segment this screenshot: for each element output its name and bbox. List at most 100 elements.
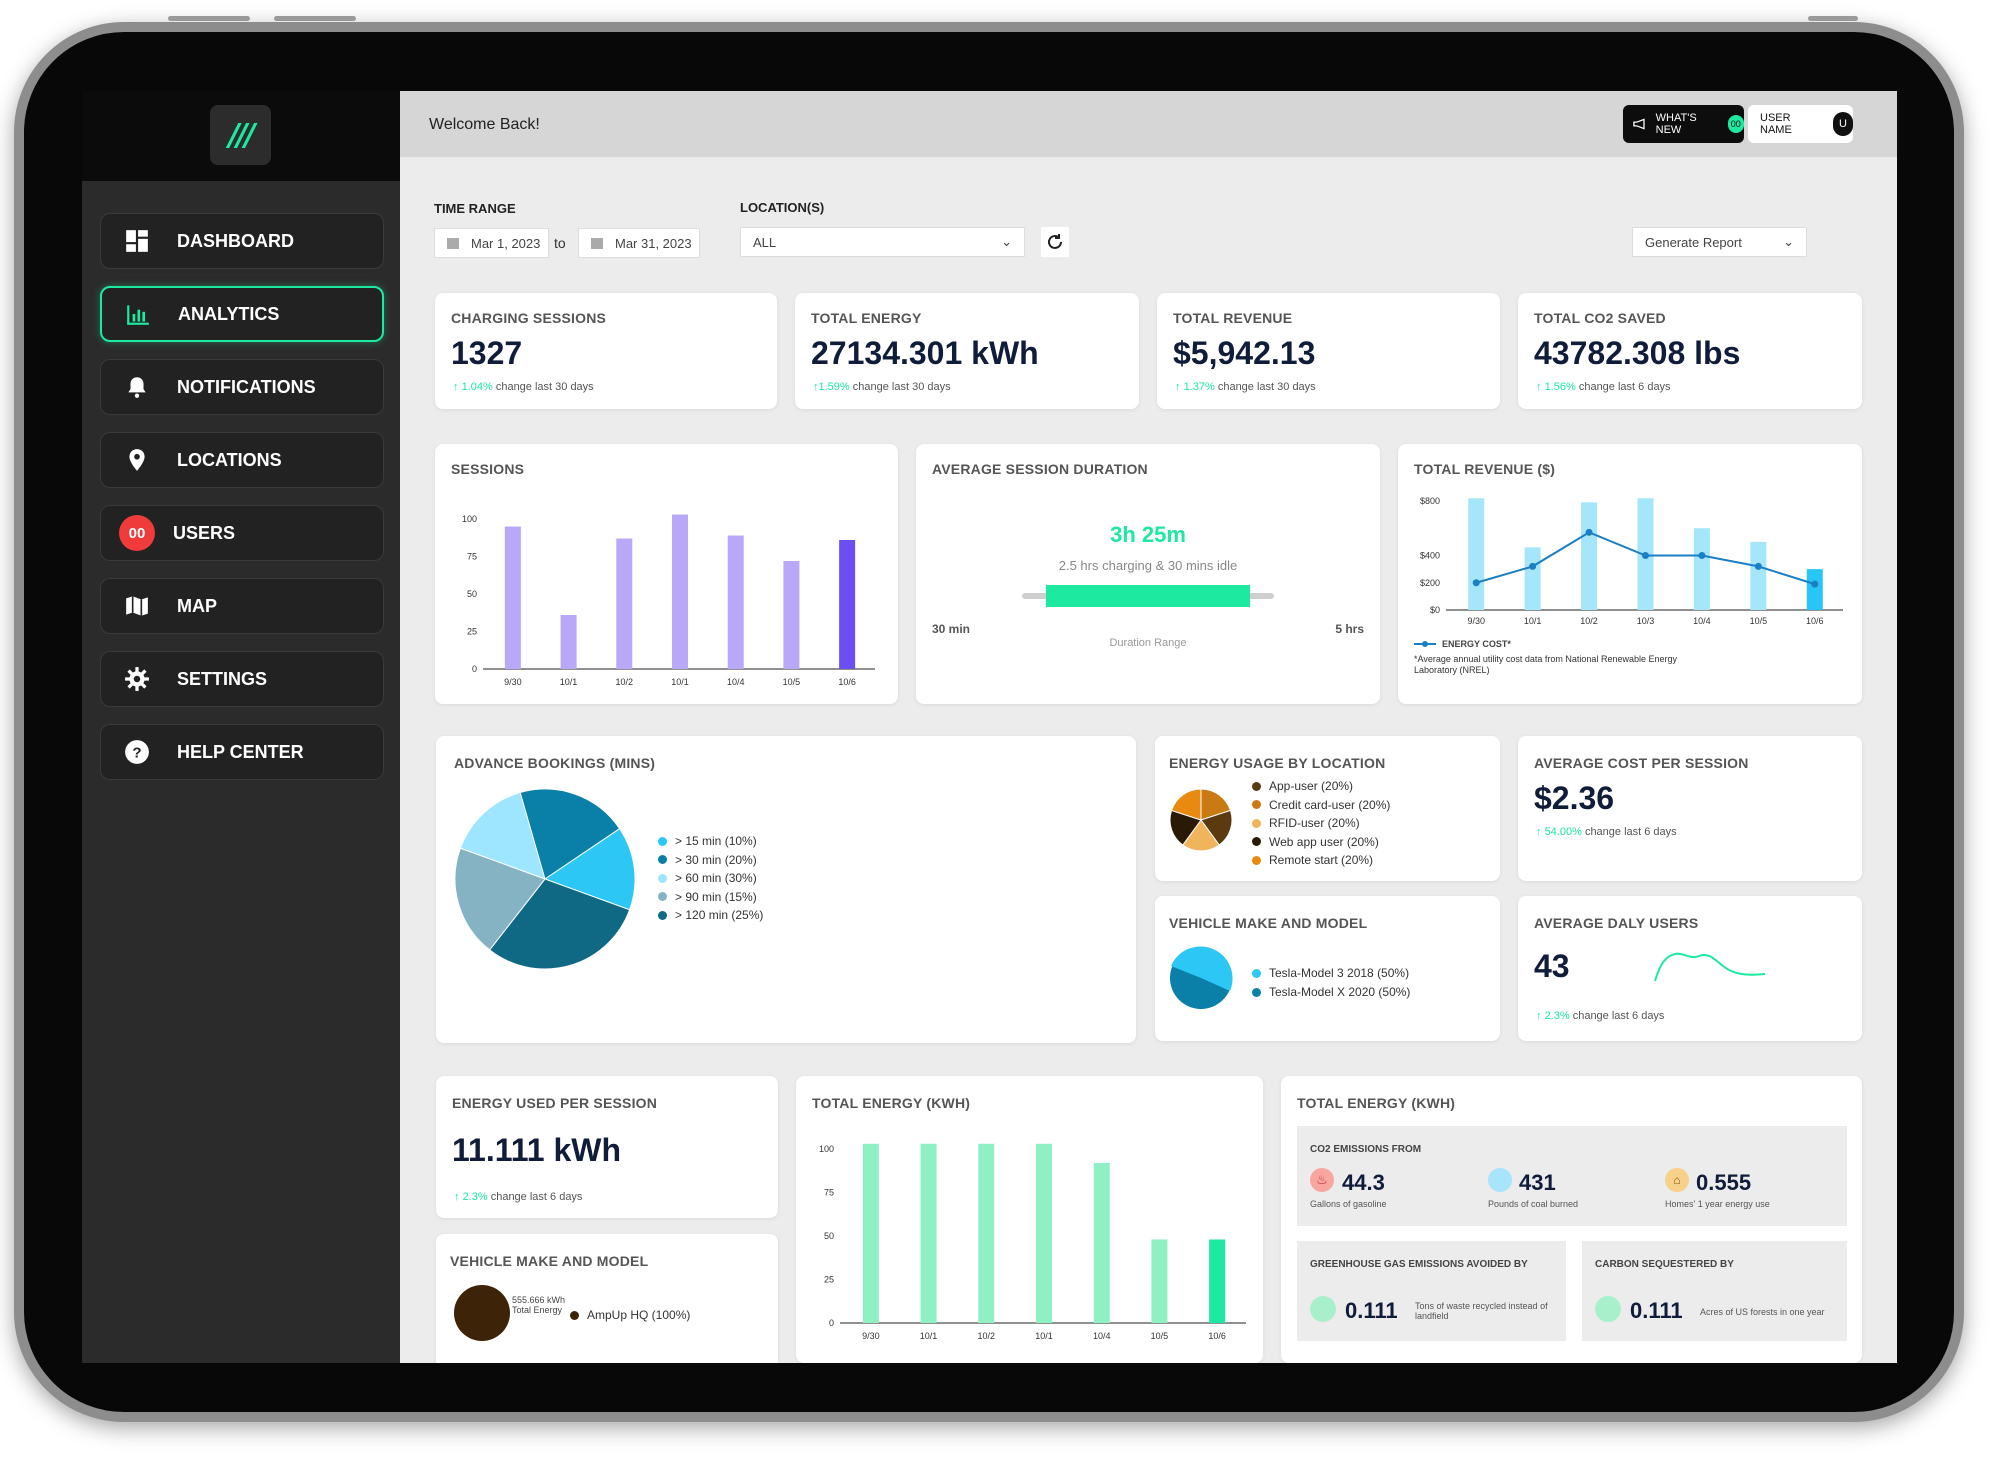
- revenue-bar[interactable]: [1806, 569, 1823, 610]
- card-title: VEHICLE MAKE AND MODEL: [1169, 915, 1368, 931]
- co2-card: TOTAL ENERGY (KWH) CO2 EMISSIONS FROM ♨ …: [1281, 1076, 1862, 1363]
- legend-swatch: [1252, 818, 1261, 828]
- x-tick-label: 9/30: [504, 677, 522, 687]
- kpi-value: $5,942.13: [1173, 335, 1316, 371]
- legend-label: Remote start (20%): [1269, 853, 1374, 867]
- energy-cost-point[interactable]: [1698, 552, 1706, 559]
- user-menu-button[interactable]: USER NAME U: [1748, 105, 1853, 143]
- revenue-chart: $800 $400 $200 $0 9/30 10/1 10/2 10/3 10/4 10/5 10…: [1420, 496, 1843, 624]
- y-tick-label: 25: [824, 1275, 834, 1285]
- generate-report-label: Generate Report: [1645, 234, 1742, 250]
- y-tick-label: 50: [467, 589, 477, 599]
- legend-swatch: [1252, 781, 1261, 791]
- bar[interactable]: [672, 514, 688, 670]
- pie-slice[interactable]: [488, 878, 631, 970]
- y-tick-label: 75: [467, 552, 477, 562]
- legend-item: App-user (20%): [1252, 779, 1353, 793]
- x-tick-label: 10/3: [1637, 616, 1655, 624]
- kpi-title: TOTAL REVENUE: [1173, 310, 1293, 326]
- refresh-button[interactable]: [1041, 227, 1069, 257]
- kpi-title: TOTAL CO2 SAVED: [1534, 310, 1666, 326]
- sidebar-item-label: HELP CENTER: [177, 741, 304, 762]
- sidebar-item-dashboard[interactable]: DASHBOARD: [100, 213, 384, 269]
- bar[interactable]: [616, 538, 633, 670]
- bar[interactable]: [1093, 1162, 1110, 1323]
- revenue-bar[interactable]: [1750, 541, 1767, 610]
- homes-caption: Homes' 1 year energy use: [1665, 1199, 1770, 1209]
- location-pie-chart: [454, 1285, 510, 1341]
- y-tick-label: 100: [819, 1144, 834, 1154]
- homes-value: 0.555: [1696, 1170, 1752, 1195]
- x-tick-label: 10/1: [671, 677, 689, 687]
- revenue-bar[interactable]: [1468, 498, 1485, 610]
- pie-slice[interactable]: [519, 788, 621, 880]
- energy-cost-point[interactable]: [1811, 580, 1819, 588]
- sidebar-item-map[interactable]: MAP: [100, 578, 384, 634]
- sessions-chart: 100 75 50 25 0 9/30 10/1 10/2 10/1 10/4 10/5 10/6: [462, 514, 875, 687]
- revenue-bar[interactable]: [1581, 502, 1598, 610]
- sidebar-item-users[interactable]: 00 USERS: [100, 505, 384, 561]
- bar[interactable]: [1209, 1239, 1226, 1323]
- bar[interactable]: [727, 535, 744, 670]
- date-to-input[interactable]: Mar 31, 2023: [578, 228, 700, 258]
- legend-item: > 60 min (30%): [658, 871, 757, 885]
- card-title: TOTAL ENERGY (KWH): [812, 1095, 971, 1111]
- duration-value: 3h 25m: [1110, 522, 1186, 547]
- revenue-bar[interactable]: [1693, 528, 1710, 610]
- legend-swatch: [658, 892, 667, 901]
- legend-item: Remote start (20%): [1252, 853, 1373, 867]
- bar[interactable]: [839, 540, 856, 669]
- revenue-footnote: *Average annual utility cost data from N…: [1414, 654, 1677, 675]
- app-logo[interactable]: ///: [210, 105, 271, 165]
- whats-new-count: 00: [1727, 115, 1744, 133]
- energy-cost-point[interactable]: [1585, 528, 1593, 536]
- ghg-caption: Tons of waste recycled instead of landfi…: [1415, 1301, 1548, 1321]
- legend-label: Web app user (20%): [1269, 834, 1379, 849]
- date-from-input[interactable]: Mar 1, 2023: [434, 228, 549, 258]
- avg-cost-value: $2.36: [1534, 780, 1615, 816]
- x-tick-label: 10/5: [1151, 1331, 1169, 1341]
- generate-report-button[interactable]: Generate Report ⌄: [1632, 227, 1807, 257]
- pie-slice[interactable]: [1170, 788, 1202, 821]
- energy-cost-point[interactable]: [1642, 552, 1649, 559]
- sidebar-item-settings[interactable]: SETTINGS: [100, 651, 384, 707]
- revenue-bar[interactable]: [1524, 547, 1541, 610]
- energy-cost-point[interactable]: [1472, 579, 1480, 587]
- bar[interactable]: [862, 1143, 879, 1323]
- whats-new-button[interactable]: WHAT'S NEW 00: [1623, 105, 1744, 143]
- sidebar-item-analytics[interactable]: ANALYTICS: [100, 286, 384, 342]
- bar[interactable]: [1036, 1143, 1052, 1323]
- y-tick-label: 100: [462, 514, 477, 524]
- energy-cost-point[interactable]: [1754, 562, 1762, 570]
- bar[interactable]: [783, 561, 800, 669]
- kpi-change: ↑ 1.04% change last 30 days: [453, 381, 594, 393]
- bar[interactable]: [920, 1143, 937, 1323]
- bar[interactable]: [1151, 1239, 1168, 1323]
- pie-slice[interactable]: [1200, 788, 1232, 821]
- sidebar-item-notifications[interactable]: NOTIFICATIONS: [100, 359, 384, 415]
- pie-slice[interactable]: [459, 791, 546, 880]
- energy-cost-point[interactable]: [1529, 562, 1537, 570]
- sidebar-item-help-center[interactable]: ? HELP CENTER: [100, 724, 384, 780]
- legend-item: Tesla-Model X 2020 (50%): [1252, 985, 1410, 999]
- bar[interactable]: [560, 615, 577, 669]
- pie-slice[interactable]: [1200, 809, 1233, 846]
- bar[interactable]: [504, 526, 521, 670]
- carbon-value: 0.111: [1630, 1298, 1683, 1323]
- bar[interactable]: [978, 1143, 995, 1323]
- legend-line-icon: [1414, 641, 1436, 647]
- location-select[interactable]: ALL ⌄: [740, 227, 1025, 257]
- calendar-icon: [447, 237, 459, 249]
- sidebar-item-locations[interactable]: LOCATIONS: [100, 432, 384, 488]
- legend-item: AmpUp HQ (100%): [570, 1308, 690, 1322]
- location-value: ALL: [753, 234, 777, 250]
- volume-button: [274, 16, 356, 21]
- pie-slice[interactable]: [1182, 819, 1220, 852]
- advance-bookings-card: ADVANCE BOOKINGS (MINS) > 15 min (10%) > …: [436, 736, 1136, 1043]
- pie-slice[interactable]: [1169, 809, 1202, 846]
- pie-slice[interactable]: [543, 827, 636, 911]
- legend-swatch: [658, 836, 667, 846]
- pie-slice[interactable]: [454, 847, 546, 951]
- kpi-title: CHARGING SESSIONS: [451, 310, 607, 326]
- coal-caption: Pounds of coal burned: [1488, 1199, 1579, 1209]
